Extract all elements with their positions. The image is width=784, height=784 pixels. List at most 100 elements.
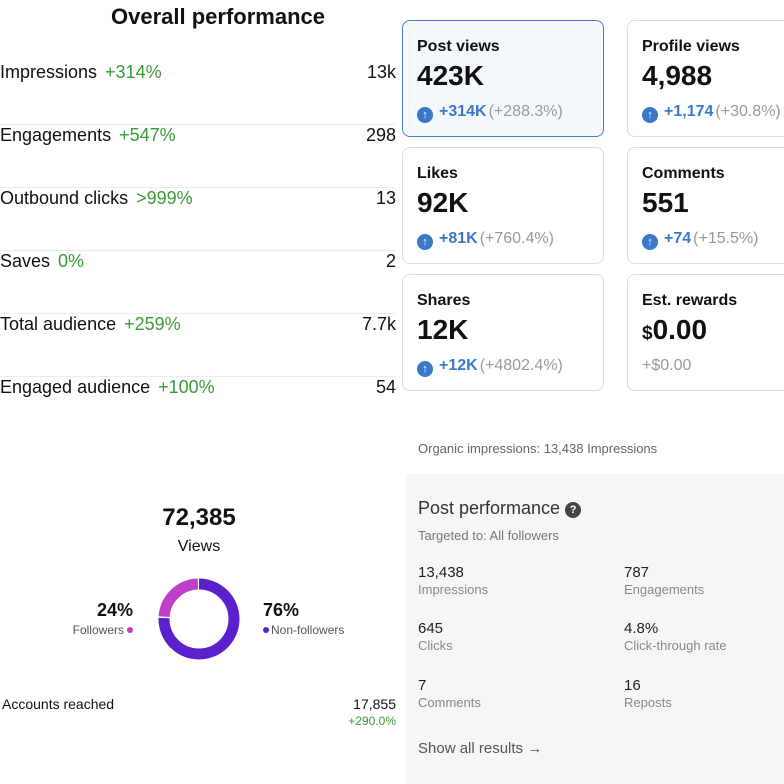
- metric-name: Total audience: [0, 314, 117, 334]
- card-value: 423K: [417, 60, 484, 91]
- card-delta: ↑ +314K (+288.3%): [417, 103, 563, 123]
- metric-change: >999%: [136, 188, 193, 208]
- card-value: 92K: [417, 187, 469, 218]
- accounts-reached-label: Accounts reached: [2, 696, 115, 712]
- metric-row-engaged-audience[interactable]: Engaged audience +100% 54: [0, 377, 396, 440]
- stat-label: Clicks: [418, 638, 453, 653]
- stat-impressions: 13,438 Impressions: [418, 564, 588, 597]
- card-label: Likes: [417, 165, 458, 182]
- stat-value: 645: [418, 620, 444, 637]
- stat-label: Comments: [418, 695, 481, 710]
- metric-row-total-audience[interactable]: Total audience +259% 7.7k: [0, 314, 396, 377]
- overall-performance-title: Overall performance: [111, 4, 325, 29]
- stat-value: 13,438: [418, 564, 464, 581]
- card-delta-abs: +74: [664, 230, 692, 247]
- views-panel: 72,385 Views 24% Followers 76% Non-follo…: [0, 476, 400, 784]
- post-performance-panel: Post performance? Targeted to: All follo…: [406, 474, 784, 784]
- card-label: Est. rewards: [642, 292, 738, 309]
- arrow-up-icon: ↑: [642, 234, 658, 250]
- metric-row-engagements[interactable]: Engagements +547% 298: [0, 125, 396, 188]
- metric-row-saves[interactable]: Saves 0% 2: [0, 251, 396, 314]
- stat-label: Reposts: [624, 695, 672, 710]
- non-followers-pct: 76%: [263, 600, 300, 620]
- metric-name: Outbound clicks: [0, 188, 129, 208]
- card-delta-abs: +12K: [439, 357, 478, 374]
- card-delta: ↑ +74 (+15.5%): [642, 230, 759, 250]
- card-label: Comments: [642, 165, 725, 182]
- metric-value: 7.7k: [361, 314, 396, 334]
- card-value: 12K: [417, 314, 469, 345]
- non-followers-dot-icon: [263, 627, 269, 633]
- metric-value: 2: [385, 251, 396, 271]
- overall-performance-panel: Overall performance Impressions +314% 13k…: [0, 0, 400, 420]
- card-value-amount: 0.00: [652, 314, 708, 345]
- views-label: Views: [177, 538, 221, 555]
- metric-name: Impressions: [0, 62, 98, 82]
- card-delta: ↑ +1,174 (+30.8%): [642, 103, 781, 123]
- card-likes[interactable]: Likes 92K ↑ +81K (+760.4%): [402, 147, 604, 264]
- card-delta: ↑ +12K (+4802.4%): [417, 357, 563, 377]
- card-value: 551: [642, 187, 689, 218]
- metric-change: +547%: [119, 125, 176, 145]
- card-delta-pct: (+760.4%): [479, 230, 554, 247]
- metric-value: 54: [375, 377, 396, 397]
- metric-change: +259%: [124, 314, 181, 334]
- metric-name: Engaged audience: [0, 377, 151, 397]
- followers-pct: 24%: [96, 600, 133, 620]
- views-donut-chart: [158, 578, 240, 660]
- stat-value: 16: [624, 677, 641, 694]
- metric-row-outbound-clicks[interactable]: Outbound clicks >999% 13: [0, 188, 396, 251]
- arrow-up-icon: ↑: [417, 107, 433, 123]
- card-est-rewards[interactable]: Est. rewards $0.00 +$0.00: [627, 274, 784, 391]
- stat-clicks: 645 Clicks: [418, 620, 588, 653]
- stat-label: Impressions: [418, 582, 489, 597]
- metric-row-impressions[interactable]: Impressions +314% 13k: [0, 62, 396, 125]
- currency-symbol: $: [642, 323, 653, 344]
- card-delta-abs: +81K: [439, 230, 478, 247]
- stat-value: 7: [418, 677, 427, 694]
- card-delta-abs: +1,174: [664, 103, 714, 120]
- card-shares[interactable]: Shares 12K ↑ +12K (+4802.4%): [402, 274, 604, 391]
- metric-value: 13: [375, 188, 396, 208]
- stat-label: Engagements: [624, 582, 705, 597]
- stat-reposts: 16 Reposts: [624, 677, 784, 710]
- stat-value: 787: [624, 564, 650, 581]
- followers-label: Followers: [72, 623, 124, 637]
- metric-cards-panel: Post views 423K ↑ +314K (+288.3%) Profile …: [400, 0, 784, 420]
- card-label: Post views: [417, 38, 500, 55]
- metric-name: Saves: [0, 251, 51, 271]
- stat-comments: 7 Comments: [418, 677, 588, 710]
- metric-change: 0%: [58, 251, 85, 271]
- non-followers-label: Non-followers: [271, 623, 345, 637]
- card-delta: ↑ +81K (+760.4%): [417, 230, 554, 250]
- card-value: $0.00: [642, 314, 707, 346]
- card-delta-pct: (+30.8%): [715, 103, 781, 120]
- card-delta-plain: +$0.00: [642, 357, 692, 374]
- post-performance-title: Post performance?: [418, 498, 582, 519]
- stat-value: 4.8%: [624, 620, 659, 637]
- card-label: Profile views: [642, 38, 740, 55]
- post-performance-title-text: Post performance: [418, 498, 561, 518]
- card-delta-pct: (+15.5%): [693, 230, 759, 247]
- legend-followers: 24% Followers: [73, 600, 133, 637]
- card-value: 4,988: [642, 60, 713, 91]
- metric-change: +314%: [105, 62, 162, 82]
- card-profile-views[interactable]: Profile views 4,988 ↑ +1,174 (+30.8%): [627, 20, 784, 137]
- card-label: Shares: [417, 292, 471, 309]
- stat-engagements: 787 Engagements: [624, 564, 784, 597]
- card-post-views[interactable]: Post views 423K ↑ +314K (+288.3%): [402, 20, 604, 137]
- metric-value: 13k: [366, 62, 396, 82]
- help-icon[interactable]: ?: [565, 502, 582, 518]
- accounts-reached-value: 17,855: [353, 696, 396, 712]
- arrow-up-icon: ↑: [417, 234, 433, 250]
- donut-segment-non-followers: [158, 578, 240, 660]
- show-all-results-link[interactable]: Show all results →: [418, 740, 543, 757]
- card-delta: +$0.00: [642, 357, 691, 375]
- card-comments[interactable]: Comments 551 ↑ +74 (+15.5%): [627, 147, 784, 264]
- metric-value: 298: [365, 125, 396, 145]
- views-total: 72,385: [162, 504, 236, 531]
- stat-click-through-rate: 4.8% Click-through rate: [624, 620, 784, 653]
- legend-non-followers: 76% Non-followers: [263, 600, 344, 637]
- card-delta-pct: (+4802.4%): [479, 357, 563, 374]
- targeted-to: Targeted to: All followers: [418, 528, 559, 543]
